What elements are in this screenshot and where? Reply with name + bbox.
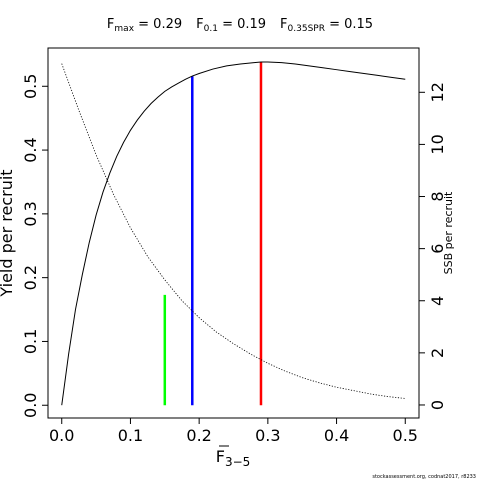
title-f01-sub: 0.1 bbox=[204, 24, 218, 34]
series-group bbox=[61, 61, 406, 406]
title-fspr-value: = 0.15 bbox=[325, 17, 373, 32]
x-axis-title-sub: 3−5 bbox=[225, 455, 250, 469]
y-tick-label-right: 4 bbox=[428, 296, 447, 306]
title-fspr-sub: 0.35SPR bbox=[288, 24, 325, 34]
y-tick-label-right: 2 bbox=[428, 348, 447, 358]
y-tick-label-left: 0.4 bbox=[21, 137, 40, 162]
x-axis-title-base: F bbox=[216, 447, 225, 466]
y-tick-label-right: 0 bbox=[428, 400, 447, 410]
y-tick-label-left: 0.5 bbox=[21, 74, 40, 99]
x-axis-title: F3−5 bbox=[216, 447, 251, 469]
x-tick-label: 0.2 bbox=[186, 426, 211, 445]
x-tick-label: 0.4 bbox=[324, 426, 349, 445]
y-tick-label-right: 8 bbox=[428, 191, 447, 201]
y-tick-label-right: 6 bbox=[428, 244, 447, 254]
y-tick-label-left: 0.0 bbox=[21, 393, 40, 418]
x-axis: 0.0 0.1 0.2 0.3 0.4 0.5 bbox=[49, 418, 418, 445]
y-axis-title-left: Yield per recruit bbox=[0, 169, 16, 297]
x-tick-label: 0.3 bbox=[255, 426, 280, 445]
series-yield-per-recruit-line bbox=[61, 61, 406, 406]
x-tick-label: 0.1 bbox=[118, 426, 143, 445]
y-tick-label-right: 10 bbox=[428, 134, 447, 154]
footer-credit: stockassessment.org, codnat2017, r8233 bbox=[372, 474, 476, 480]
title-fspr-base: F bbox=[280, 17, 287, 32]
title-f01-value: = 0.19 bbox=[218, 17, 266, 32]
y-tick-label-left: 0.1 bbox=[21, 329, 40, 354]
y-tick-label-right: 12 bbox=[428, 82, 447, 102]
y-tick-label-left: 0.3 bbox=[21, 201, 40, 226]
y-axis-right: 0 2 4 6 8 10 12 bbox=[419, 82, 447, 410]
reference-lines bbox=[163, 62, 263, 406]
title-fmax-value: = 0.29 bbox=[134, 17, 182, 32]
title-fmax-base: F bbox=[107, 17, 114, 32]
plot-frame bbox=[47, 47, 420, 419]
y-axis-left: 0.0 0.1 0.2 0.3 0.4 0.5 bbox=[21, 74, 48, 418]
y-tick-label-left: 0.2 bbox=[21, 265, 40, 290]
title-f01-base: F bbox=[196, 17, 203, 32]
x-tick-label: 0.5 bbox=[393, 426, 418, 445]
x-tick-label: 0.0 bbox=[49, 426, 74, 445]
chart-title: Fmax = 0.29 F0.1 = 0.19 F0.35SPR = 0.15 bbox=[107, 17, 373, 34]
title-fmax-sub: max bbox=[114, 24, 134, 34]
y-axis-title-right: SSB per recruit bbox=[442, 191, 455, 274]
series-ssb-per-recruit-line bbox=[61, 63, 406, 399]
